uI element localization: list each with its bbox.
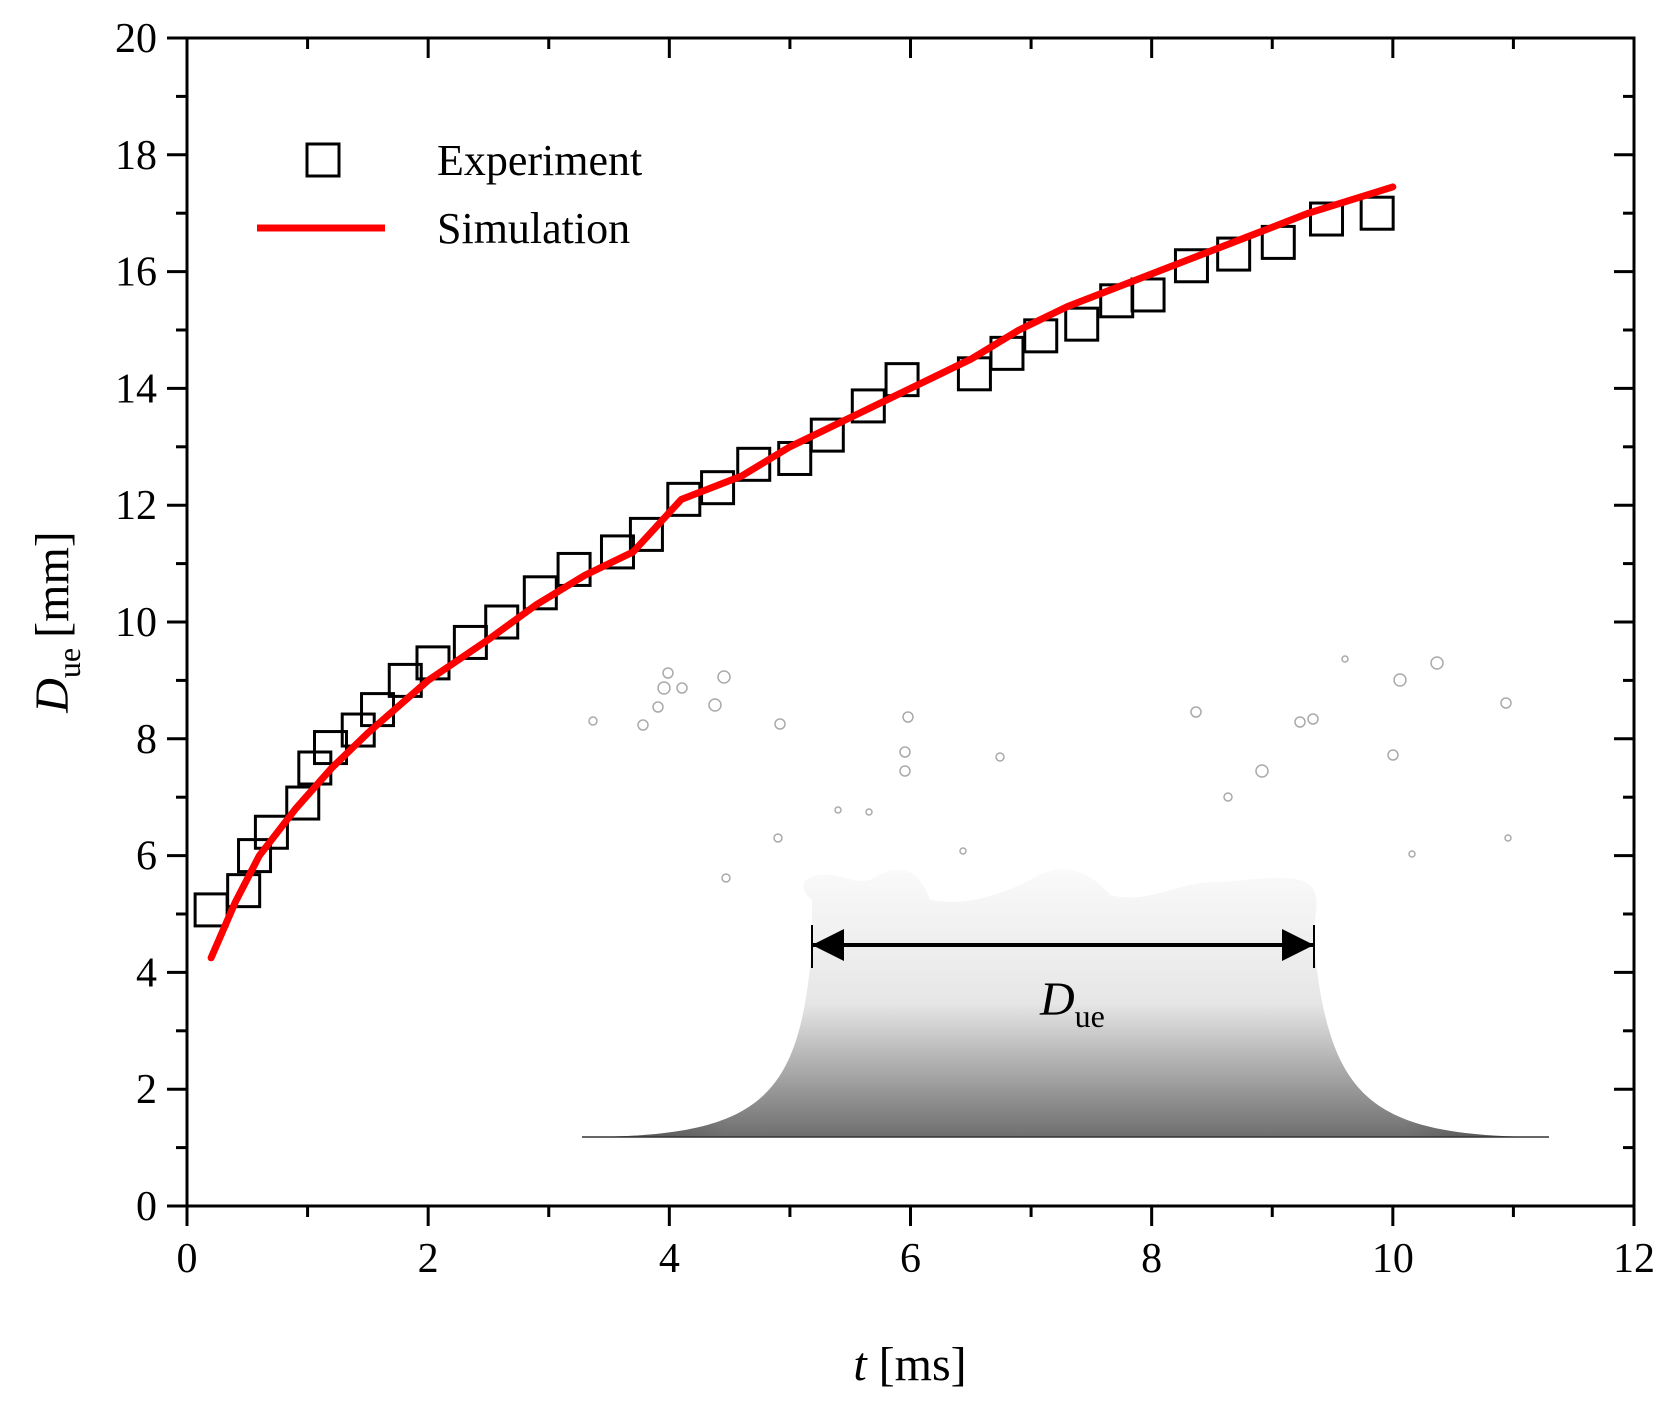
x-tick-label: 8 xyxy=(1141,1236,1162,1282)
simulation-line xyxy=(207,183,1397,962)
annotation-subscript: ue xyxy=(1075,998,1105,1034)
x-axis-symbol: t xyxy=(853,1338,868,1391)
data-point xyxy=(736,446,772,482)
y-tick-label: 18 xyxy=(115,133,157,179)
annotation: Due xyxy=(1039,973,1105,1034)
data-point xyxy=(1309,201,1345,237)
data-point xyxy=(1359,195,1395,231)
data-point xyxy=(850,388,886,424)
y-tick-label: 20 xyxy=(115,16,157,62)
data-point xyxy=(226,873,262,909)
data-point xyxy=(312,730,348,766)
y-tick-label: 2 xyxy=(136,1067,157,1113)
y-tick-label: 0 xyxy=(136,1184,157,1230)
droplets xyxy=(588,655,1512,883)
splash-inset: Due xyxy=(582,655,1549,1138)
data-point xyxy=(628,516,664,552)
y-tick-label: 4 xyxy=(136,950,157,996)
data-point xyxy=(700,470,736,506)
data-point xyxy=(193,892,229,928)
y-tick-label: 16 xyxy=(115,250,157,296)
legend-marker xyxy=(305,142,341,178)
x-tick-label: 12 xyxy=(1613,1236,1655,1282)
y-tick-label: 10 xyxy=(115,600,157,646)
y-axis-subscript: ue xyxy=(51,648,87,678)
y-axis-label: Due [mm] xyxy=(26,531,87,714)
data-point xyxy=(253,814,289,850)
legend-label: Simulation xyxy=(437,204,630,253)
y-axis-unit: [mm] xyxy=(26,531,79,638)
y-tick-label: 12 xyxy=(115,483,157,529)
y-tick-label: 8 xyxy=(136,717,157,763)
x-tick-label: 2 xyxy=(418,1236,439,1282)
data-point xyxy=(285,785,321,821)
y-axis-symbol: D xyxy=(26,678,79,714)
data-point xyxy=(1216,236,1252,272)
legend-label: Experiment xyxy=(437,136,642,185)
x-tick-label: 4 xyxy=(659,1236,680,1282)
splash-shade xyxy=(582,945,1549,1137)
x-tick-label: 6 xyxy=(900,1236,921,1282)
x-tick-label: 10 xyxy=(1372,1236,1414,1282)
data-point xyxy=(666,481,702,517)
y-tick-label: 14 xyxy=(115,366,157,412)
x-tick-label: 0 xyxy=(177,1236,198,1282)
x-axis-label: t [ms] xyxy=(853,1338,966,1391)
x-axis-unit: [ms] xyxy=(879,1338,967,1391)
y-tick-label: 6 xyxy=(136,834,157,880)
data-point xyxy=(1130,277,1166,313)
data-point xyxy=(1064,306,1100,342)
annotation-symbol: D xyxy=(1039,973,1075,1026)
